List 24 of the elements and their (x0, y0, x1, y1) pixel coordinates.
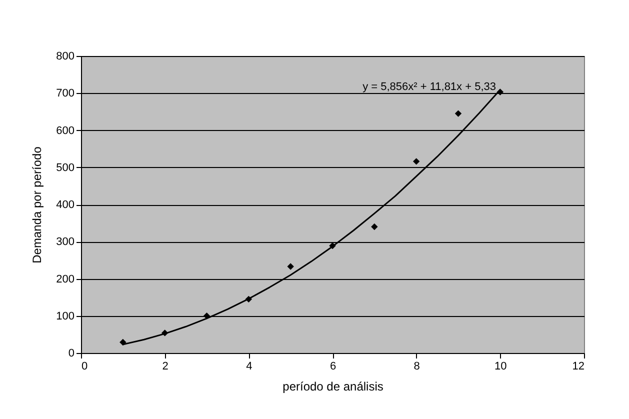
point (454, 110, 462, 117)
y-tick-label: 500 (56, 162, 74, 174)
x-tick-label: 12 (572, 360, 584, 372)
y-tick-label: 700 (56, 88, 74, 100)
y-tick-label: 0 (68, 348, 74, 360)
y-tick-label: 800 (56, 50, 74, 62)
y-tick-label: 300 (56, 236, 74, 248)
point (412, 158, 420, 165)
y-axis-title: Demanda por período (30, 146, 44, 264)
y-tick-label: 400 (56, 199, 74, 211)
x-axis-title: período de análisis (282, 380, 384, 394)
x-tick-label: 8 (414, 360, 420, 372)
annotation: y = 5,856x² + 11,81x + 5,33 (362, 81, 496, 93)
x-tick-label: 2 (162, 360, 168, 372)
x-tick-label: 6 (330, 360, 336, 372)
point (120, 338, 126, 346)
x-tick-label: 10 (494, 360, 507, 372)
y-tick-label: 100 (56, 310, 74, 322)
y-tick-label: 200 (56, 273, 74, 286)
point (287, 263, 294, 270)
point (371, 223, 378, 230)
x-tick-label: 0 (82, 360, 88, 372)
y-tick-label: 600 (56, 124, 74, 137)
x-tick-label: 4 (246, 360, 252, 372)
